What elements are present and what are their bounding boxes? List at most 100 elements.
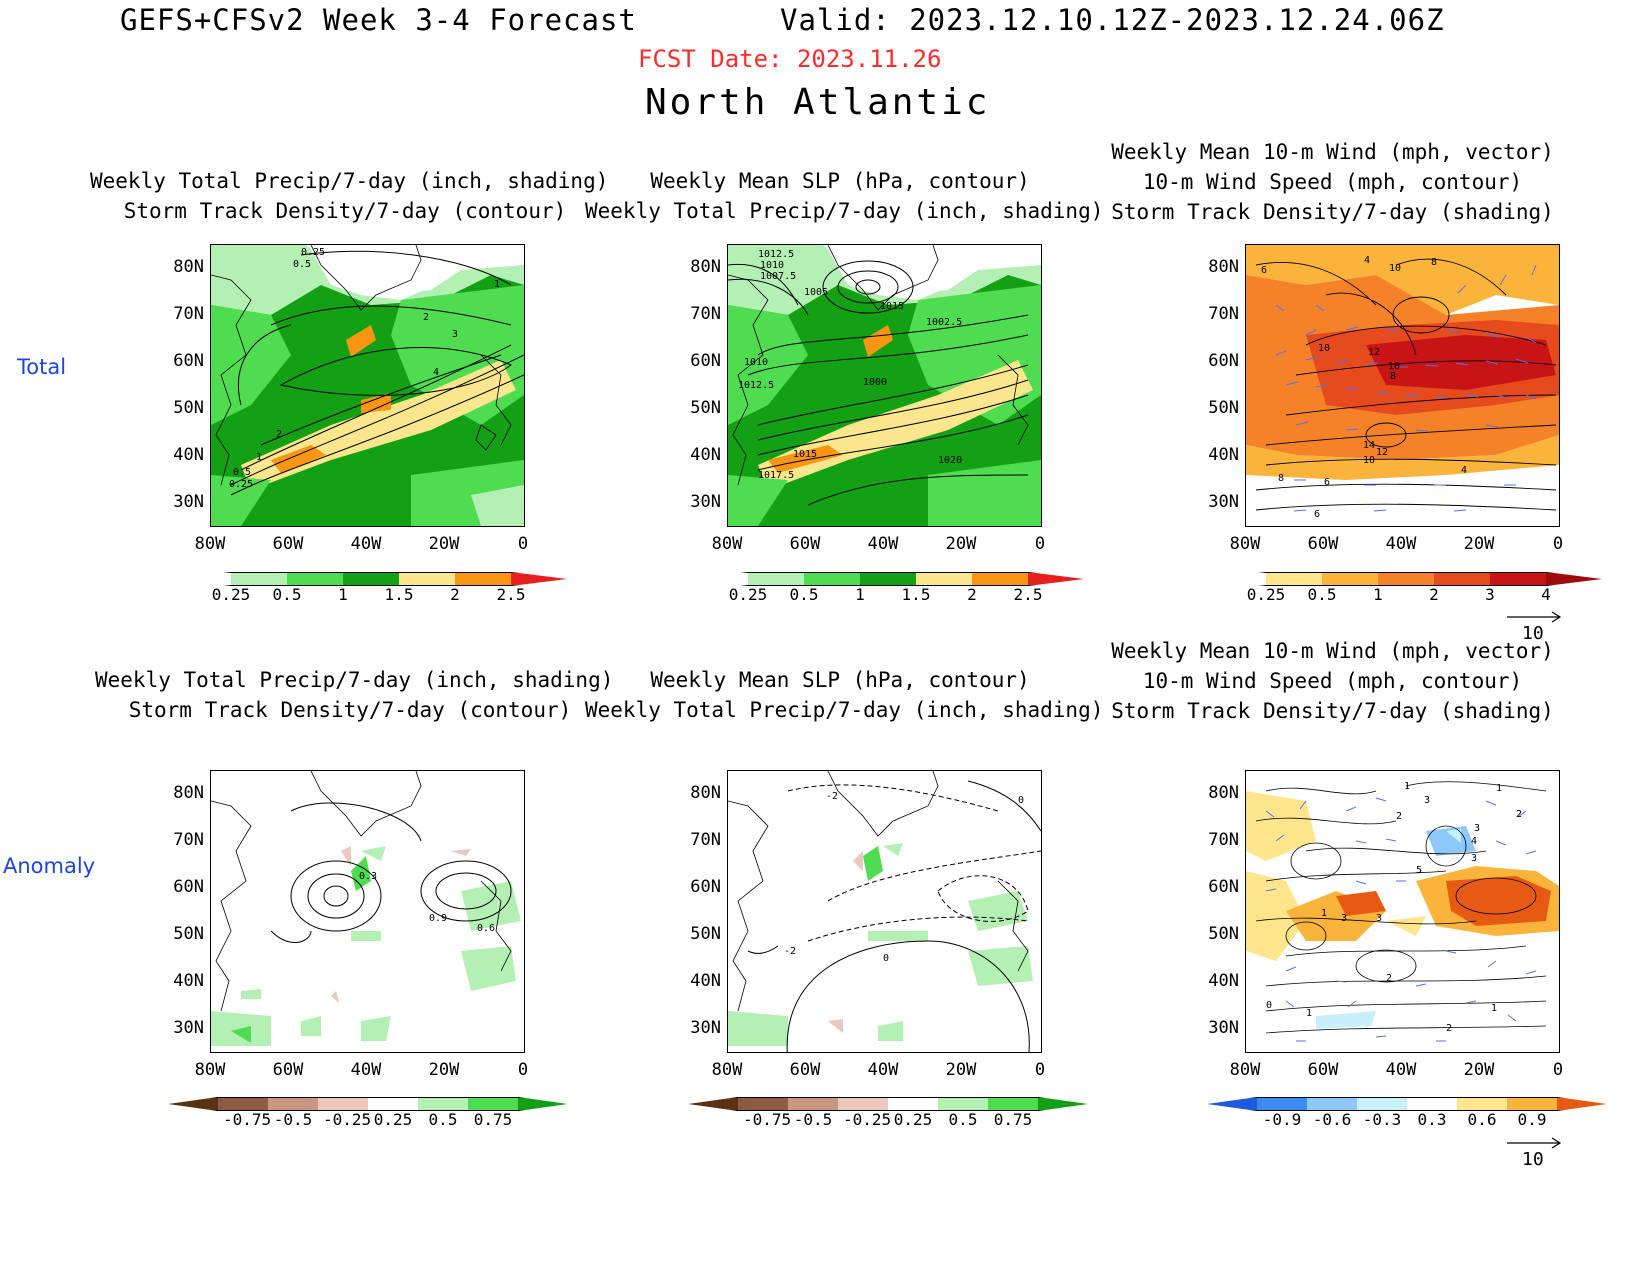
colorbar-tick-label: 0.3 [1417, 1110, 1447, 1129]
panel3-contour-label: 4 [1364, 255, 1370, 266]
colorbar-segment [838, 1097, 888, 1111]
lat-tick-label: 80N [690, 783, 721, 803]
panel4-title-line2: Storm Track Density/7-day (contour) [128, 698, 572, 722]
lat-tick-label: 50N [173, 398, 204, 418]
colorbar-segment [1257, 1097, 1307, 1111]
lon-tick-label: 60W [1307, 1060, 1339, 1080]
panel3-contour-label: 6 [1314, 509, 1320, 520]
colorbar-tick-label: 0.25 [211, 585, 251, 604]
panel6-contour-label: 3 [1341, 913, 1347, 924]
panel6-contour-label: 4 [1471, 836, 1477, 847]
lat-tick-label: 60N [690, 877, 721, 897]
lat-tick-label: 40N [690, 971, 721, 991]
colorbar-tick-label: -0.25 [843, 1110, 892, 1129]
panel2-contour-label: 1012.5 [738, 380, 774, 391]
colorbar-segment [1378, 572, 1434, 586]
colorbar-tick-label: 1 [338, 585, 348, 604]
panel1-contour-label: 1 [256, 452, 262, 463]
lat-tick-label: 30N [1208, 492, 1239, 512]
lon-tick-label: 80W [1229, 534, 1261, 554]
panel3-contour-label: 4 [1461, 465, 1467, 476]
panel4-contour-label: 0.9 [429, 913, 447, 924]
panel3-contour-label: 10 [1318, 343, 1330, 354]
lat-tick-label: 70N [690, 830, 721, 850]
lat-tick-label: 30N [173, 1018, 204, 1038]
panel5-title-line1: Weekly Mean SLP (hPa, contour) [650, 668, 1030, 692]
panel3-title: Weekly Mean 10-m Wind (mph, vector) 10-m… [1095, 137, 1570, 227]
colorbar-tick-label: 0.5 [272, 585, 302, 604]
panel5-contour-label: -2 [784, 946, 796, 957]
panel2-title: Weekly Mean SLP (hPa, contour) Weekly To… [585, 166, 1103, 226]
valid-range: Valid: 2023.12.10.12Z-2023.12.24.06Z [780, 3, 1445, 37]
panel5-contour-label: 0 [1018, 795, 1024, 806]
colorbar-segment [1207, 1097, 1257, 1111]
panel6-contour-label: 0 [1266, 1000, 1272, 1011]
panel6-contour-label: 3 [1471, 853, 1477, 864]
lon-tick-label: 80W [711, 1060, 743, 1080]
colorbar-tick-label: 0.25 [728, 585, 768, 604]
colorbar-segment [692, 572, 748, 586]
panel4-map: 0.3 0.9 0.6 [210, 770, 525, 1053]
colorbar-tick-label: 0.9 [1517, 1110, 1547, 1129]
lat-tick-label: 80N [173, 257, 204, 277]
panel5-map-graphic: -2 0 -2 0 [727, 770, 1042, 1062]
lat-tick-label: 70N [173, 304, 204, 324]
lat-tick-label: 60N [1208, 877, 1239, 897]
panel2-contour-label: 1000 [863, 377, 887, 388]
lon-tick-label: 60W [789, 534, 821, 554]
panel6-title: Weekly Mean 10-m Wind (mph, vector) 10-m… [1095, 636, 1570, 726]
panel1-contour-label: 0.5 [233, 467, 251, 478]
panel4-title: Weekly Total Precip/7-day (inch, shading… [95, 665, 613, 725]
panel1-map: 0.25 0.5 1 2 3 4 2 1 0.5 0.25 [210, 244, 525, 527]
panel2-contour-label: 1002.5 [926, 317, 962, 328]
panel1-contour-label: 0.25 [229, 479, 253, 490]
colorbar-tick-label: 2 [1429, 585, 1439, 604]
panel2-contour-label: 1012.5 [758, 249, 794, 260]
colorbar-tick-label: 0.6 [1467, 1110, 1497, 1129]
lon-tick-label: 60W [272, 1060, 304, 1080]
lat-tick-label: 70N [1208, 830, 1239, 850]
colorbar-tick-label: 0.5 [428, 1110, 458, 1129]
colorbar-segment [318, 1097, 368, 1111]
lon-tick-label: 80W [194, 534, 226, 554]
colorbar-tick-label: -0.3 [1362, 1110, 1402, 1129]
panel2-contour-label: 1015 [880, 301, 904, 312]
panel2-contour-label: 1007.5 [760, 271, 796, 282]
panel6-contour-label: 1 [1321, 908, 1327, 919]
colorbar-segment [804, 572, 860, 586]
panel4-contour-label: 0.3 [359, 871, 377, 882]
colorbar-precip-total [175, 572, 567, 586]
colorbar-segment [1028, 572, 1084, 586]
colorbar-segment [1490, 572, 1546, 586]
colorbar-segment [1407, 1097, 1457, 1111]
forecast-date: FCST Date: 2023.11.26 [638, 45, 942, 73]
panel1-contour-label: 0.5 [293, 259, 311, 270]
panel2-contour-label: 1017.5 [758, 470, 794, 481]
lon-tick-label: 60W [1307, 534, 1339, 554]
panel5-contour-label: 0 [883, 953, 889, 964]
colorbar-tick-label: 0.25 [893, 1110, 933, 1129]
lon-tick-label: 20W [945, 534, 977, 554]
panel3-title-line1: Weekly Mean 10-m Wind (mph, vector) [1111, 140, 1554, 164]
lat-tick-label: 50N [1208, 924, 1239, 944]
lon-tick-label: 80W [711, 534, 743, 554]
colorbar-segment [468, 1097, 518, 1111]
colorbar-segment [1557, 1097, 1607, 1111]
row-label-anomaly: Anomaly [3, 854, 96, 878]
colorbar-precip-total-2 [692, 572, 1084, 586]
panel6-title-line1: Weekly Mean 10-m Wind (mph, vector) [1111, 639, 1554, 663]
lat-tick-label: 80N [690, 257, 721, 277]
lon-tick-label: 80W [194, 1060, 226, 1080]
lon-tick-label: 60W [272, 534, 304, 554]
panel3-contour-label: 10 [1388, 361, 1400, 372]
panel3-contour-label: 10 [1389, 263, 1401, 274]
colorbar-segment [1434, 572, 1490, 586]
colorbar-segment [1357, 1097, 1407, 1111]
colorbar-segment [788, 1097, 838, 1111]
colorbar-segment [343, 572, 399, 586]
panel4-map-graphic: 0.3 0.9 0.6 [210, 770, 524, 1052]
lon-tick-label: 0 [1034, 534, 1046, 554]
panel2-map: 1012.5 1010 1007.5 1005 1015 1002.5 1010… [727, 244, 1042, 527]
lat-tick-label: 60N [690, 351, 721, 371]
lat-tick-label: 50N [1208, 398, 1239, 418]
